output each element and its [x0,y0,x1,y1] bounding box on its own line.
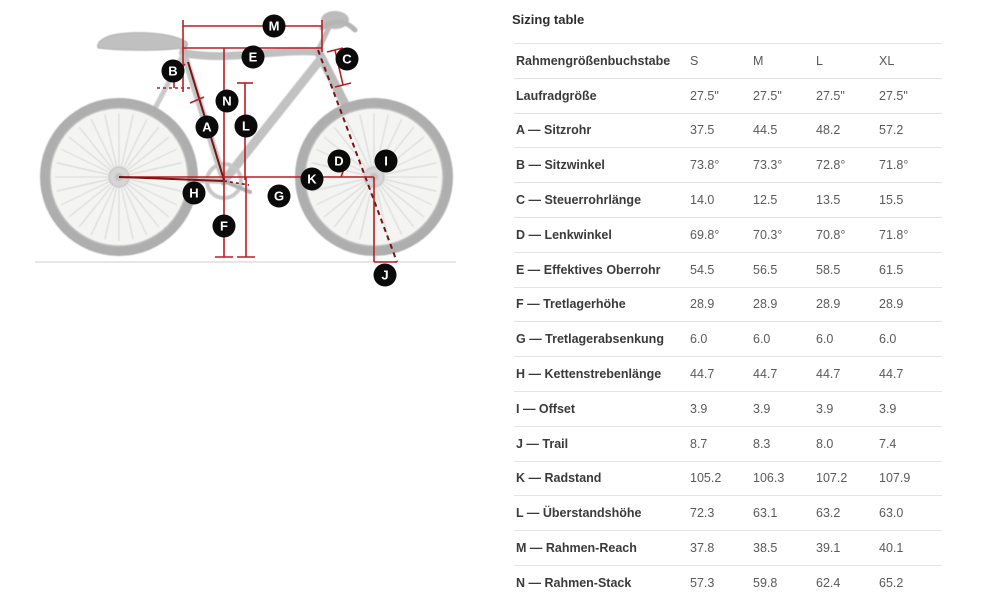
svg-text:C: C [342,52,352,67]
svg-text:J: J [381,268,388,283]
svg-text:F: F [220,219,228,234]
svg-text:K: K [307,172,317,187]
svg-text:E: E [249,50,258,65]
svg-text:A: A [202,120,212,135]
svg-text:G: G [274,189,284,204]
svg-text:D: D [334,154,343,169]
svg-text:B: B [168,64,177,79]
svg-text:L: L [242,119,250,134]
svg-text:I: I [384,154,388,169]
svg-text:N: N [222,94,231,109]
svg-text:H: H [189,186,198,201]
svg-text:M: M [269,19,280,34]
